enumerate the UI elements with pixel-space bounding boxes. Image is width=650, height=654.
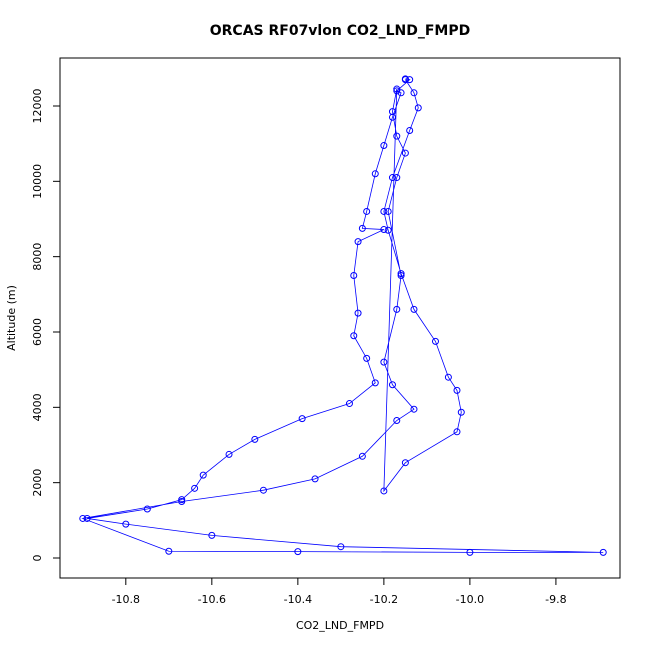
data-point (311, 475, 319, 483)
data-point (384, 207, 392, 215)
x-tick-label: -10.0 (456, 593, 484, 606)
data-point (363, 207, 371, 215)
data-point (397, 89, 405, 97)
data-point (350, 332, 358, 340)
x-axis-label: CO2_LND_FMPD (296, 619, 384, 632)
data-point (358, 224, 366, 232)
y-tick-label: 8000 (31, 243, 44, 271)
data-point (406, 126, 414, 134)
data-point (444, 373, 452, 381)
data-point (599, 548, 607, 556)
data-point (410, 305, 418, 313)
data-point (457, 408, 465, 416)
data-point (453, 428, 461, 436)
x-tick-label: -10.6 (198, 593, 226, 606)
y-tick-label: 2000 (31, 469, 44, 497)
data-point (410, 89, 418, 97)
data-point (406, 76, 414, 84)
data-point (178, 497, 186, 505)
data-point (393, 87, 401, 95)
data-point (165, 547, 173, 555)
data-point (393, 85, 401, 93)
data-point (384, 226, 392, 234)
data-point (83, 514, 91, 522)
data-point (397, 270, 405, 278)
data-point (393, 305, 401, 313)
data-point (401, 76, 409, 84)
data-point (431, 337, 439, 345)
data-point (388, 174, 396, 182)
data-point (294, 548, 302, 556)
data-point (225, 450, 233, 458)
chart-title: ORCAS RF07vlon CO2_LND_FMPD (210, 23, 471, 39)
y-tick-label: 12000 (31, 88, 44, 123)
y-tick-label: 6000 (31, 318, 44, 346)
data-point (380, 358, 388, 366)
data-point (298, 415, 306, 423)
data-point (143, 505, 151, 513)
data-point (380, 207, 388, 215)
y-tick-label: 10000 (31, 164, 44, 199)
data-point (358, 452, 366, 460)
data-point (466, 548, 474, 556)
plot-box (59, 57, 621, 579)
data-point (251, 435, 259, 443)
data-point (380, 487, 388, 495)
data-point (380, 226, 388, 234)
y-tick-label: 0 (31, 554, 44, 561)
data-point (371, 379, 379, 387)
x-tick-label: -10.4 (284, 593, 312, 606)
y-tick-label: 4000 (31, 393, 44, 421)
x-tick-label: -10.8 (112, 593, 140, 606)
data-point (371, 170, 379, 178)
data-point (410, 405, 418, 413)
y-axis-label: Altitude (m) (5, 285, 18, 351)
data-point (122, 520, 130, 528)
data-point (178, 496, 186, 504)
data-point (414, 104, 422, 112)
data-point (401, 459, 409, 467)
data-point (401, 149, 409, 157)
data-point (350, 271, 358, 279)
data-point (393, 174, 401, 182)
x-tick-label: -10.2 (370, 593, 398, 606)
data-point (345, 400, 353, 408)
data-point (363, 354, 371, 362)
data-point (191, 484, 199, 492)
data-point (79, 514, 87, 522)
data-point (380, 142, 388, 150)
data-point (208, 531, 216, 539)
data-point (393, 132, 401, 140)
data-point (199, 471, 207, 479)
data-point (354, 309, 362, 317)
data-point (337, 543, 345, 551)
data-point (388, 108, 396, 116)
data-point (388, 381, 396, 389)
data-point (453, 386, 461, 394)
data-point (393, 417, 401, 425)
data-line (81, 78, 604, 553)
data-point (259, 486, 267, 494)
data-point (354, 238, 362, 246)
data-point (397, 271, 405, 279)
x-tick-label: -9.8 (545, 593, 566, 606)
